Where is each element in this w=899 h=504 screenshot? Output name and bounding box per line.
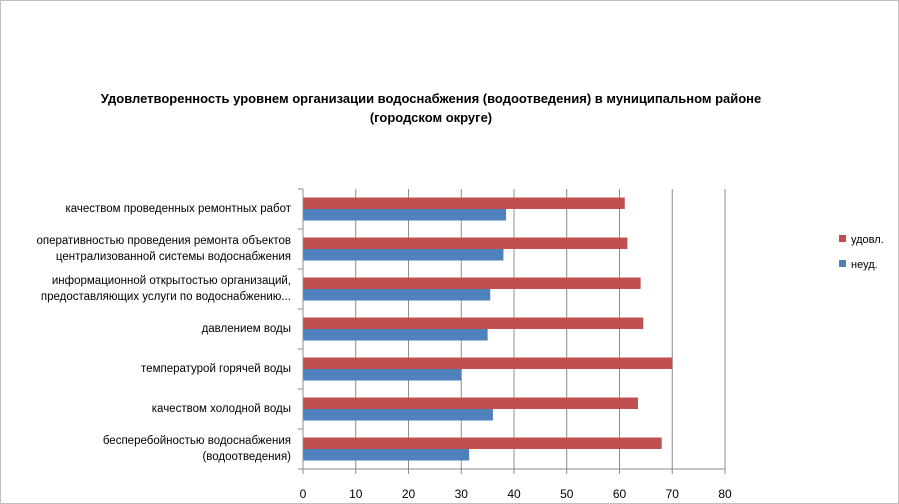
x-tick-label: 50 xyxy=(560,487,574,501)
bar-udovl-6 xyxy=(303,437,662,449)
category-label-line: предоставляющих услуги по водоснабжению.… xyxy=(40,291,291,303)
category-label: качеством холодной воды xyxy=(1,401,291,417)
category-label-line: качеством холодной воды xyxy=(151,403,291,415)
chart-title: Удовлетворенность уровнем организации во… xyxy=(71,89,791,127)
bar-udovl-1 xyxy=(303,237,628,249)
bar-neud-0 xyxy=(303,209,507,221)
bar-udovl-3 xyxy=(303,317,644,329)
bar-neud-3 xyxy=(303,329,488,341)
x-tick-label: 0 xyxy=(299,487,307,501)
legend-swatch-udovl xyxy=(839,235,846,242)
category-label: давлением воды xyxy=(1,321,291,337)
category-label-line: давлением воды xyxy=(201,323,291,335)
bar-neud-5 xyxy=(303,409,493,421)
category-label: температурой горячей воды xyxy=(1,361,291,377)
category-label-line: оперативностью проведения ремонта объект… xyxy=(36,235,291,247)
bar-neud-6 xyxy=(303,449,470,461)
x-tick-label: 80 xyxy=(718,487,732,501)
category-label-line: температурой горячей воды xyxy=(141,363,291,375)
legend-label-udovl: удовл. xyxy=(851,234,884,246)
category-label: информационной открытостью организаций, п… xyxy=(1,273,291,305)
category-label-line: (водоотведения) xyxy=(202,451,291,463)
legend-item-neud: неуд. xyxy=(839,259,878,271)
x-tick-label: 40 xyxy=(507,487,521,501)
bar-udovl-5 xyxy=(303,397,638,409)
category-label-line: информационной открытостью организаций, xyxy=(51,275,291,287)
category-label-line: централизованной системы водоснабжения xyxy=(55,251,291,263)
legend-label-neud: неуд. xyxy=(851,259,878,271)
category-label: оперативностью проведения ремонта объект… xyxy=(1,233,291,265)
chart-title-line-1: Удовлетворенность уровнем организации во… xyxy=(100,91,762,106)
bar-udovl-4 xyxy=(303,357,673,369)
bar-neud-4 xyxy=(303,369,462,381)
bar-udovl-2 xyxy=(303,277,641,289)
legend-swatch-neud xyxy=(839,260,846,267)
chart-title-line-2: (городском округе) xyxy=(369,110,493,125)
legend-item-udovl: удовл. xyxy=(839,234,884,246)
category-label: бесперебойностью водоснабжения (водоотвед… xyxy=(1,433,291,465)
bar-neud-1 xyxy=(303,249,504,261)
category-label: качеством проведенных ремонтных работ xyxy=(1,201,291,217)
bar-neud-2 xyxy=(303,289,491,301)
bar-udovl-0 xyxy=(303,197,625,209)
x-tick-label: 10 xyxy=(349,487,363,501)
x-tick-label: 20 xyxy=(401,487,416,501)
x-tick-label: 60 xyxy=(612,487,627,501)
x-tick-label: 70 xyxy=(665,487,679,501)
category-label-line: качеством проведенных ремонтных работ xyxy=(65,203,291,215)
category-label-line: бесперебойностью водоснабжения xyxy=(102,435,291,447)
x-tick-label: 30 xyxy=(454,487,468,501)
